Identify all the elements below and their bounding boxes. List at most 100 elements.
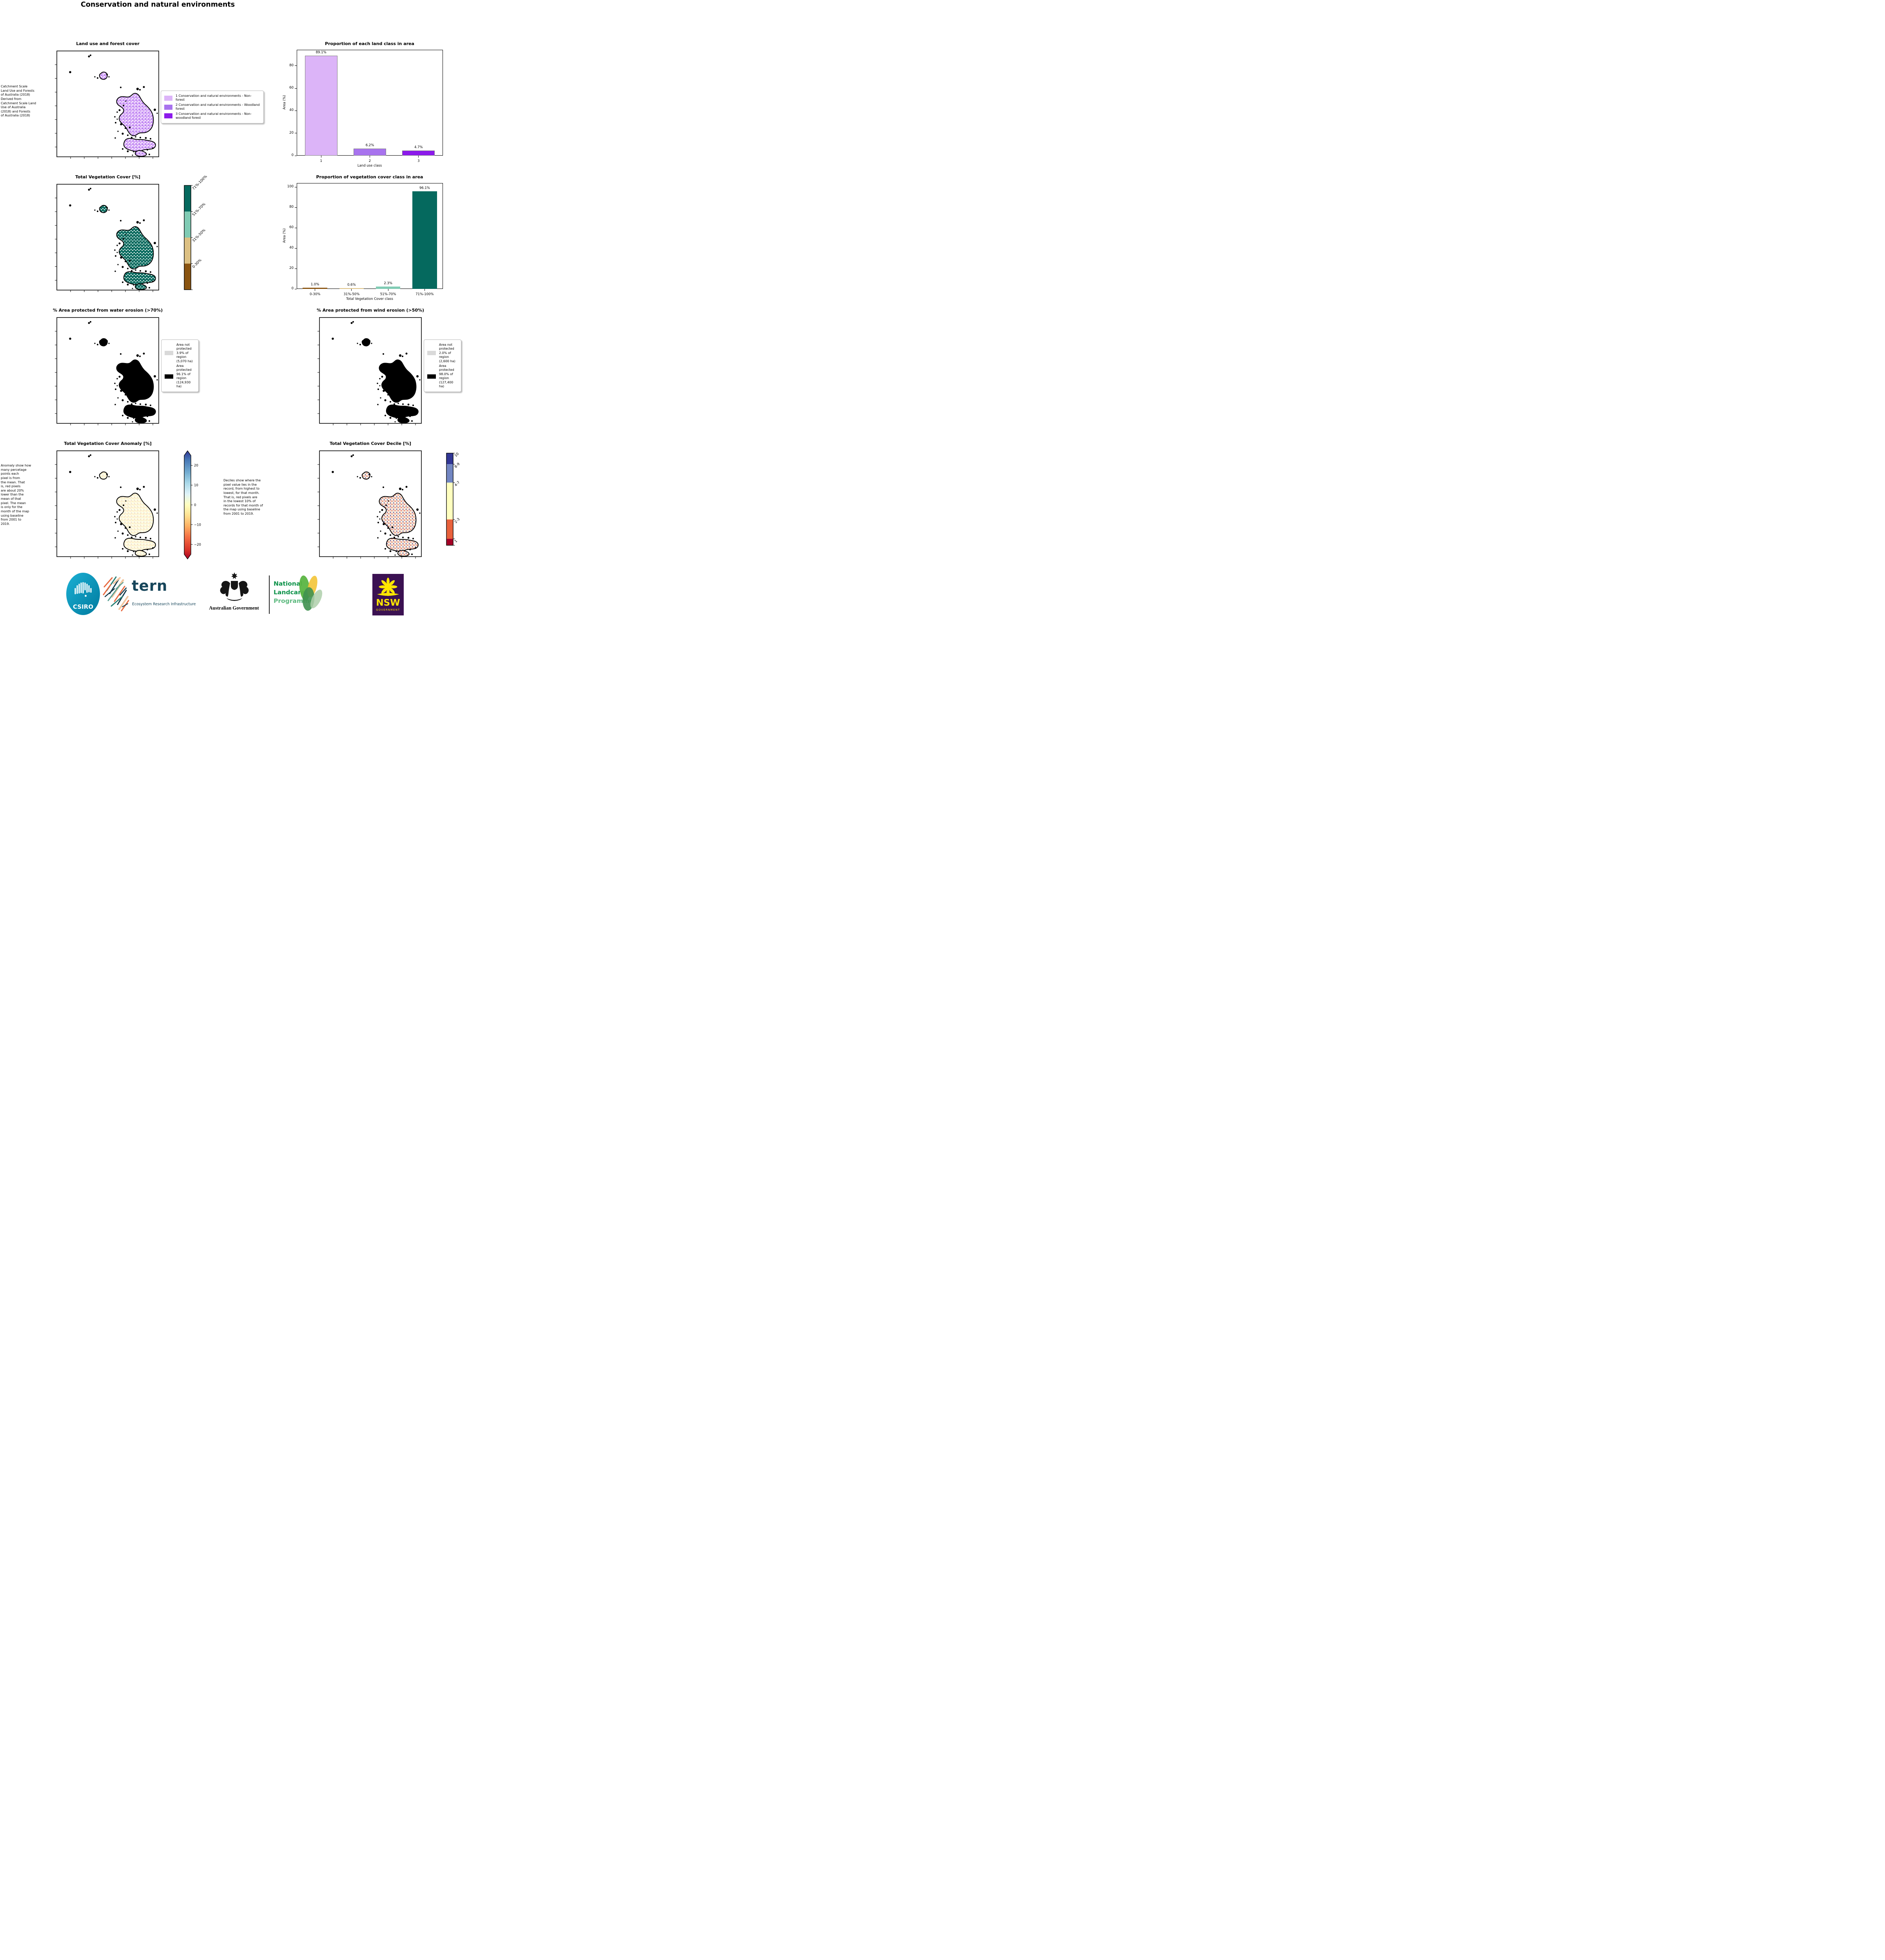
bar-value-label: 1.0% — [310, 283, 319, 287]
colorbar-class-label: 8-9 — [454, 462, 461, 469]
veg-cover-map-title: Total Vegetation Cover [%] — [75, 174, 141, 180]
land-use-map — [55, 51, 159, 159]
legend-item: 3 Conservation and natural environments … — [164, 112, 260, 120]
y-tick — [295, 88, 297, 89]
svg-text:GOVERNMENT: GOVERNMENT — [376, 608, 400, 612]
coat-of-arms-icon — [220, 572, 249, 601]
colorbar-class-label: 31%-50% — [192, 228, 207, 243]
legend-swatch — [164, 104, 172, 110]
x-tick-label: 3 — [417, 159, 420, 163]
anomaly-map — [55, 450, 159, 559]
decile-colorbar: 10 8-9 4-7 2-3 1 — [446, 452, 472, 548]
veg-cover-map — [55, 184, 159, 292]
colorbar-tick-label: −10 — [194, 523, 201, 527]
decile-map-graphic — [317, 450, 422, 559]
land-class-chart-title: Proportion of each land class in area — [325, 41, 414, 46]
bar-value-label: 0.6% — [347, 283, 356, 287]
x-tick-label: 71%-100% — [415, 292, 434, 296]
decile-colorbar-graphic: 10 8-9 4-7 2-3 1 — [446, 452, 461, 546]
water-erosion-map-title: % Area protected from water erosion (>70… — [53, 308, 163, 313]
y-tick — [295, 207, 297, 208]
landcare-line-2: Landcare — [274, 589, 305, 596]
x-tick-label: 31%-50% — [343, 292, 360, 296]
legend-swatch — [165, 374, 173, 379]
colorbar-class-label: 10 — [454, 452, 460, 458]
legend-item: 2 Conservation and natural environments … — [164, 103, 260, 111]
legend-item: 1 Conservation and natural environments … — [164, 94, 260, 102]
legend-label: 3 Conservation and natural environments … — [176, 112, 252, 120]
veg-class-chart-title: Proportion of vegetation cover class in … — [316, 174, 423, 180]
water-erosion-map — [55, 317, 159, 425]
x-tick-label: 0-30% — [309, 292, 321, 296]
colorbar-class-label: 2-3 — [454, 517, 461, 524]
y-tick-label: 60 — [289, 86, 294, 90]
anomaly-note: Anomaly show how many percetage points e… — [1, 464, 31, 526]
legend-label: Area protected 96.1% of region (124,930 … — [176, 364, 192, 388]
anomaly-map-title: Total Vegetation Cover Anomaly [%] — [64, 441, 152, 446]
colorbar-class-label: 1 — [454, 539, 458, 544]
bar — [305, 55, 337, 156]
y-tick-label: 20 — [289, 131, 294, 135]
landcare-line-1: National — [274, 580, 303, 587]
legend-label: Area not protected 2.0% of region (2,600… — [439, 343, 455, 363]
y-tick-label: 100 — [287, 185, 294, 189]
y-tick-label: 0 — [291, 287, 294, 290]
veg-map-graphic — [55, 184, 159, 292]
wind-map-graphic — [317, 317, 422, 425]
bar — [402, 150, 435, 156]
bar-value-label: 2.3% — [384, 281, 392, 286]
tern-australia-icon — [103, 576, 129, 612]
x-tick-label: 1 — [320, 159, 322, 163]
bar-value-label: 96.1% — [419, 186, 430, 190]
y-tick-label: 20 — [289, 266, 294, 270]
tern-logo-icon — [100, 573, 132, 615]
land-use-map-title: Land use and forest cover — [76, 41, 140, 46]
y-tick-label: 80 — [289, 63, 294, 67]
land-class-chart-ylabel: Area (%) — [283, 95, 287, 110]
colorbar-tick-label: −20 — [194, 543, 201, 547]
svg-text:NSW: NSW — [376, 598, 400, 608]
bar — [339, 288, 364, 289]
y-tick-label: 60 — [289, 225, 294, 230]
legend-item: Area protected 98.0% of region (127,400 … — [427, 364, 458, 388]
leaves-icon — [299, 575, 323, 611]
legend-item: Area not protected 2.0% of region (2,600… — [427, 343, 458, 363]
decile-note: Deciles show where the pixel value lies … — [223, 479, 263, 515]
bar — [303, 288, 327, 289]
land_use-map-graphic — [55, 51, 159, 159]
legend-swatch — [427, 351, 436, 356]
csiro-icon: CSIRO — [66, 573, 100, 615]
x-tick-label: 51%-70% — [380, 292, 396, 296]
landcare-leaves-icon — [297, 572, 323, 617]
y-tick-label: 40 — [289, 108, 294, 113]
land-use-source-note: Catchment Scale Land Use and Forests of … — [1, 85, 36, 118]
australian-government-crest-icon — [216, 572, 252, 606]
legend-label: Area protected 98.0% of region (127,400 … — [439, 364, 454, 388]
colorbar-class-label: 4-7 — [454, 481, 461, 487]
y-tick-label: 40 — [289, 246, 294, 250]
wind-erosion-legend: Area not protected 2.0% of region (2,600… — [424, 339, 461, 392]
bar-value-label: 4.7% — [414, 145, 423, 149]
water-map-graphic — [55, 317, 159, 425]
land-use-legend: 1 Conservation and natural environments … — [161, 91, 264, 124]
svg-text:CSIRO: CSIRO — [73, 603, 93, 610]
veg-colorbar-graphic: 71%-100% 51%-70% 31%-50% 0-30% — [184, 174, 208, 290]
bar — [353, 149, 386, 156]
land-class-chart-xlabel: Land use class — [357, 164, 382, 168]
nsw-waratah-icon: NSW GOVERNMENT — [372, 574, 404, 615]
y-tick — [295, 65, 297, 66]
legend-swatch — [165, 351, 173, 356]
x-tick — [418, 156, 419, 158]
wind-erosion-map-title: % Area protected from wind erosion (>50%… — [316, 308, 425, 313]
australian-government-label: Australian Government — [209, 605, 259, 611]
colorbar-class-label: 0-30% — [192, 258, 203, 269]
page-title: Conservation and natural environments — [81, 1, 235, 9]
legend-swatch — [164, 95, 172, 101]
colorbar-tick-label: 20 — [194, 464, 198, 468]
tern-logo-wordmark: tern — [132, 577, 168, 594]
report-figure: Conservation and natural environments Ca… — [0, 0, 472, 626]
water-erosion-legend: Area not protected 3.9% of region (5,070… — [161, 339, 199, 392]
legend-label: Area not protected 3.9% of region (5,070… — [176, 343, 193, 363]
y-tick-label: 0 — [291, 153, 294, 157]
x-tick-label: 2 — [368, 159, 371, 163]
